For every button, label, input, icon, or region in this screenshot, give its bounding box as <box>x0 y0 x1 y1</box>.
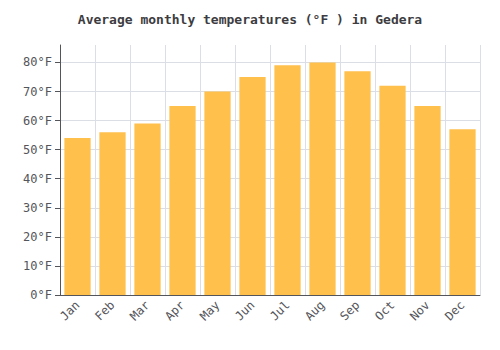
svg-text:Jul: Jul <box>267 298 292 323</box>
svg-text:May: May <box>197 298 222 323</box>
svg-text:80°F: 80°F <box>23 55 52 69</box>
svg-text:Mar: Mar <box>127 298 152 323</box>
svg-text:Nov: Nov <box>407 298 432 323</box>
svg-text:Oct: Oct <box>372 298 397 323</box>
svg-text:0°F: 0°F <box>30 288 52 302</box>
svg-text:Jun: Jun <box>232 298 257 323</box>
svg-text:Feb: Feb <box>92 298 117 323</box>
svg-text:50°F: 50°F <box>23 143 52 157</box>
svg-text:20°F: 20°F <box>23 230 52 244</box>
svg-text:40°F: 40°F <box>23 172 52 186</box>
svg-text:Dec: Dec <box>442 298 467 323</box>
svg-text:Apr: Apr <box>162 298 187 323</box>
svg-text:10°F: 10°F <box>23 259 52 273</box>
svg-text:Average monthly temperatures (: Average monthly temperatures (°F ) in Ge… <box>78 12 423 27</box>
svg-text:60°F: 60°F <box>23 114 52 128</box>
svg-text:30°F: 30°F <box>23 201 52 215</box>
svg-text:Sep: Sep <box>337 298 362 323</box>
svg-text:Jan: Jan <box>57 298 82 323</box>
svg-text:Aug: Aug <box>302 298 327 323</box>
svg-text:70°F: 70°F <box>23 85 52 99</box>
